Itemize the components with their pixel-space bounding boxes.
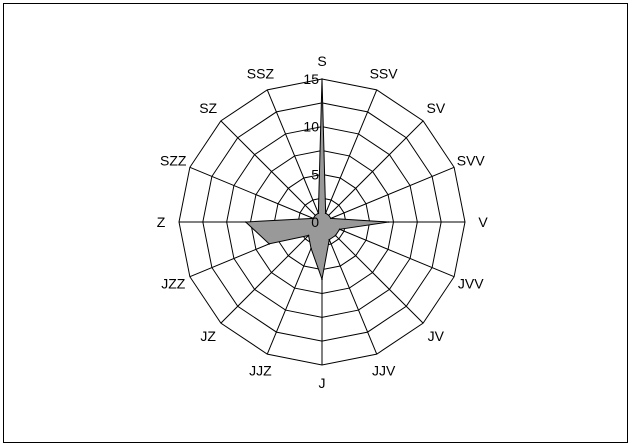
direction-label-jv: JV [428, 328, 445, 344]
direction-label-sv: SV [427, 100, 446, 116]
tick-label-15: 15 [303, 71, 319, 87]
data-point-jz [307, 234, 310, 237]
data-point-jzz [268, 243, 270, 245]
data-point-v [387, 221, 390, 223]
spoke-jjv [321, 221, 378, 355]
spoke-szz [189, 166, 323, 223]
direction-label-sz: SZ [199, 100, 217, 116]
direction-label-jz: JZ [200, 328, 216, 344]
direction-label-jjz: JJZ [249, 363, 272, 379]
tick-label-0: 0 [311, 214, 319, 230]
radar-chart: 0 5 10 15 S SSV SV SVV V JVV JV JJV J JJZ JZ JZZ Z SZZ SZ… [157, 53, 489, 391]
data-point-j [321, 278, 323, 281]
data-point-jv [334, 234, 337, 237]
spoke-ssv [321, 89, 378, 223]
data-point-ssz [317, 212, 320, 214]
data-point-jvv [338, 228, 341, 231]
direction-label-szz: SZZ [160, 152, 187, 168]
tick-label-10: 10 [303, 119, 319, 135]
spoke-jz [220, 221, 323, 324]
spoke-jv [321, 221, 424, 324]
spoke-svv [321, 166, 455, 223]
direction-label-jvv: JVV [458, 276, 484, 292]
direction-label-jzz: JZZ [161, 276, 186, 292]
direction-label-s: S [317, 53, 326, 69]
radial-tick-labels: 0 5 10 15 [303, 71, 319, 230]
direction-label-v: V [478, 214, 488, 230]
direction-label-ssz: SSZ [247, 65, 275, 81]
data-point-ssv [324, 212, 327, 214]
data-point-jjv [328, 238, 331, 241]
direction-label-j: J [319, 375, 326, 391]
direction-label-ssv: SSV [370, 65, 399, 81]
data-point-szz [312, 217, 314, 220]
data-point-sv [327, 214, 330, 217]
tick-label-5: 5 [311, 166, 319, 182]
spoke-jvv [321, 221, 455, 278]
direction-label-svv: SVV [457, 152, 486, 168]
radar-series [244, 78, 390, 282]
direction-label-jjv: JJV [372, 363, 396, 379]
spoke-ssz [266, 89, 323, 223]
direction-labels: S SSV SV SVV V JVV JV JJV J JJZ JZ JZZ Z SZZ SZ SSZ [157, 53, 489, 391]
data-point-jjz [310, 247, 312, 250]
data-point-z [244, 221, 247, 223]
direction-label-z: Z [157, 214, 166, 230]
data-point-s [321, 78, 323, 80]
data-point-sz [314, 214, 317, 217]
spoke-sz [220, 120, 323, 223]
data-point-svv [330, 217, 332, 220]
spoke-sv [321, 120, 424, 223]
